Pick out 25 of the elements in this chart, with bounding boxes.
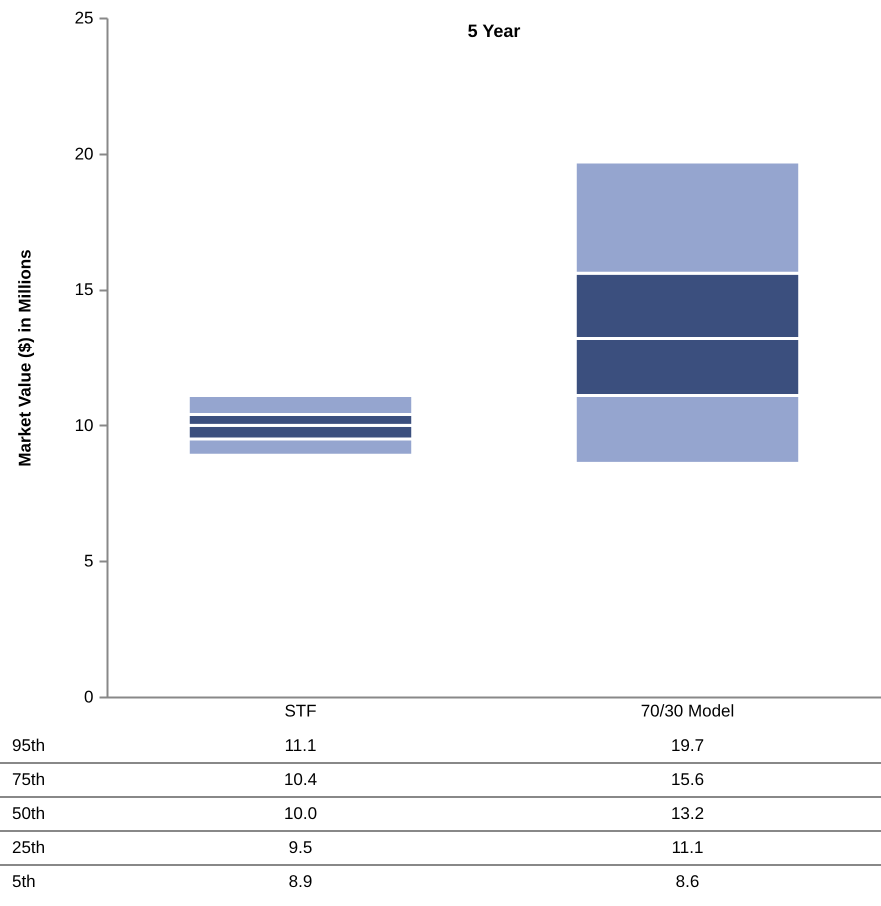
- text: 11.1: [494, 831, 881, 865]
- text: 10.0: [107, 797, 494, 831]
- y-tick-label: 0: [84, 688, 94, 706]
- y-tick-label: 15: [74, 280, 94, 300]
- text: 5th: [11, 871, 37, 893]
- text: 50th: [0, 797, 107, 831]
- text: 10.4: [107, 763, 494, 797]
- x-tick-label: STF: [284, 702, 317, 720]
- text: 8.9: [288, 871, 314, 893]
- text: 15.6: [494, 763, 881, 797]
- text: 75th: [0, 763, 107, 797]
- x-tick-label: 70/30 Model: [640, 702, 734, 720]
- y-tick-label: 25: [74, 8, 94, 28]
- text: 8.6: [674, 871, 700, 893]
- text: 11.1: [107, 730, 494, 763]
- y-tick-label: 20: [74, 144, 94, 164]
- y-axis-title: Market Value ($) in Millions: [16, 249, 35, 467]
- text: 19.7: [494, 730, 881, 763]
- text: 25th: [0, 831, 107, 865]
- text: 9.5: [107, 831, 494, 865]
- text: 13.2: [494, 797, 881, 831]
- chart-title: 5 Year: [468, 21, 520, 41]
- text: 95th: [0, 730, 107, 763]
- y-tick-label: 5: [84, 552, 94, 571]
- y-tick-label: 10: [74, 416, 94, 435]
